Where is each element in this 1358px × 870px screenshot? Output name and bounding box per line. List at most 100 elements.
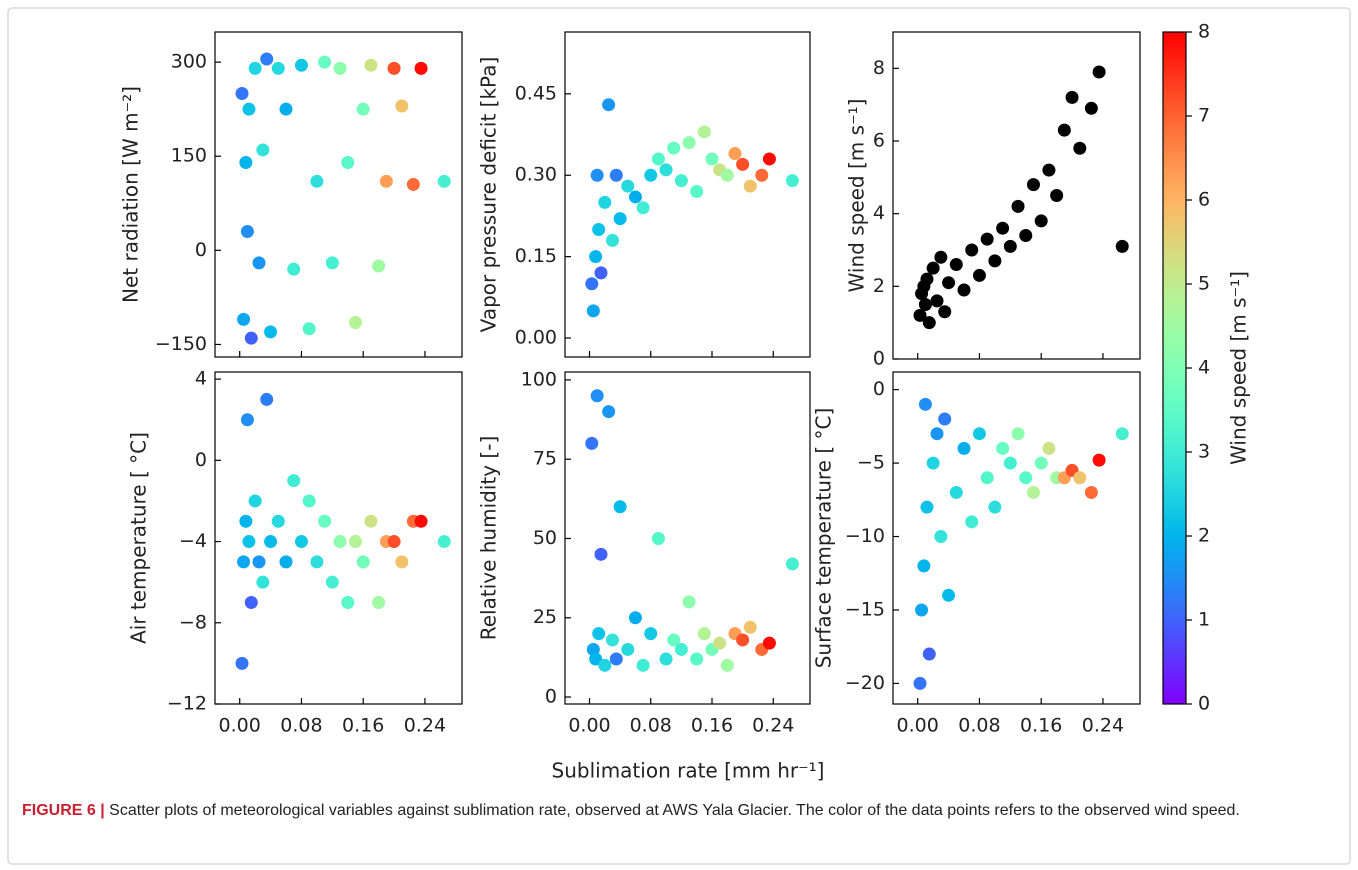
scatter-point (302, 494, 316, 508)
scatter-point (237, 555, 251, 569)
scatter-point (659, 652, 673, 666)
scatter-point (1073, 141, 1087, 155)
scatter-point (310, 174, 324, 188)
scatter-point (252, 256, 266, 270)
scatter-point (242, 102, 256, 116)
x-tick-label: 0.24 (404, 715, 446, 737)
y-axis-label: Wind speed [m s⁻¹] (845, 99, 869, 293)
scatter-point (294, 535, 308, 549)
scatter-point (287, 262, 301, 276)
x-tick-label: 0.24 (1082, 715, 1124, 737)
scatter-point (333, 61, 347, 75)
scatter-point (934, 250, 948, 264)
scatter-point (1073, 471, 1087, 485)
scatter-point (690, 185, 704, 199)
y-axis-label: Relative humidity [-] (477, 436, 501, 641)
scatter-point (972, 427, 986, 441)
scatter-point (965, 243, 979, 257)
scatter-point (918, 298, 932, 311)
scatter-point (636, 201, 650, 215)
scatter-point (325, 575, 339, 589)
scatter-point (592, 222, 606, 236)
scatter-point (302, 322, 316, 336)
scatter-point (1034, 214, 1048, 228)
figure-frame (7, 7, 1351, 865)
scatter-point (1019, 228, 1033, 242)
scatter-point (926, 261, 940, 275)
scatter-point (348, 535, 362, 549)
scatter-point (690, 652, 704, 666)
scatter-point (705, 152, 719, 166)
scatter-point (605, 233, 619, 247)
y-tick-label: 2 (873, 275, 885, 297)
y-tick-label: −15 (845, 598, 885, 620)
x-tick-label: 0.00 (897, 715, 939, 737)
scatter-point (942, 588, 956, 602)
scatter-point (239, 514, 253, 528)
scatter-point (1034, 456, 1048, 470)
scatter-point (628, 190, 642, 204)
scatter-point (589, 652, 603, 666)
colorbar-tick-label: 5 (1198, 273, 1210, 295)
x-tick-label: 0.00 (219, 715, 261, 737)
x-tick-label: 0.24 (752, 715, 794, 737)
scatter-point (1092, 453, 1106, 467)
scatter-point (590, 168, 604, 182)
scatter-point (682, 595, 696, 609)
y-tick-label: 0 (545, 686, 557, 708)
scatter-point (957, 441, 971, 455)
scatter-point (1019, 471, 1033, 485)
scatter-point (287, 474, 301, 488)
y-tick-label: −20 (845, 672, 885, 694)
scatter-point (602, 405, 616, 419)
scatter-point (785, 174, 799, 188)
scatter-point (256, 143, 270, 157)
y-tick-label: 300 (171, 51, 207, 73)
scatter-point (743, 620, 757, 634)
scatter-point (594, 547, 608, 561)
x-tick-label: 0.16 (691, 715, 733, 737)
scatter-point (271, 514, 285, 528)
scatter-point (1084, 101, 1098, 115)
scatter-point (697, 125, 711, 139)
scatter-point (720, 658, 734, 672)
scatter-point (659, 163, 673, 177)
scatter-point (949, 258, 963, 272)
scatter-point (585, 277, 599, 291)
scatter-point (915, 603, 929, 617)
scatter-point (1050, 189, 1064, 202)
figure-x-label: Sublimation rate [mm hr⁻¹] (552, 759, 825, 783)
y-tick-label: 8 (873, 57, 885, 79)
scatter-point (325, 256, 339, 270)
scatter-point (1042, 441, 1056, 455)
scatter-point (256, 575, 270, 589)
scatter-point (674, 174, 688, 188)
y-tick-label: 150 (171, 145, 207, 167)
scatter-point (260, 392, 274, 406)
scatter-point (988, 500, 1002, 514)
colorbar-tick-label: 4 (1198, 357, 1210, 379)
scatter-point (592, 627, 606, 641)
scatter-point (310, 555, 324, 569)
scatter-point (242, 535, 256, 549)
scatter-point (1026, 178, 1040, 192)
scatter-point (736, 633, 750, 647)
scatter-point (379, 174, 393, 188)
scatter-point (762, 152, 776, 166)
scatter-point (613, 500, 627, 514)
scatter-point (341, 595, 355, 609)
scatter-point (589, 250, 603, 264)
scatter-point (294, 58, 308, 72)
x-tick-label: 0.08 (958, 715, 1000, 737)
y-axis-label: Vapor pressure deficit [kPa] (477, 57, 501, 333)
scatter-point (743, 179, 757, 193)
scatter-point (356, 555, 370, 569)
x-tick-label: 0.16 (342, 715, 384, 737)
scatter-point (736, 157, 750, 171)
scatter-point (613, 212, 627, 226)
scatter-point (728, 147, 742, 161)
scatter-point (244, 595, 258, 609)
scatter-point (437, 535, 451, 549)
scatter-point (1003, 456, 1017, 470)
